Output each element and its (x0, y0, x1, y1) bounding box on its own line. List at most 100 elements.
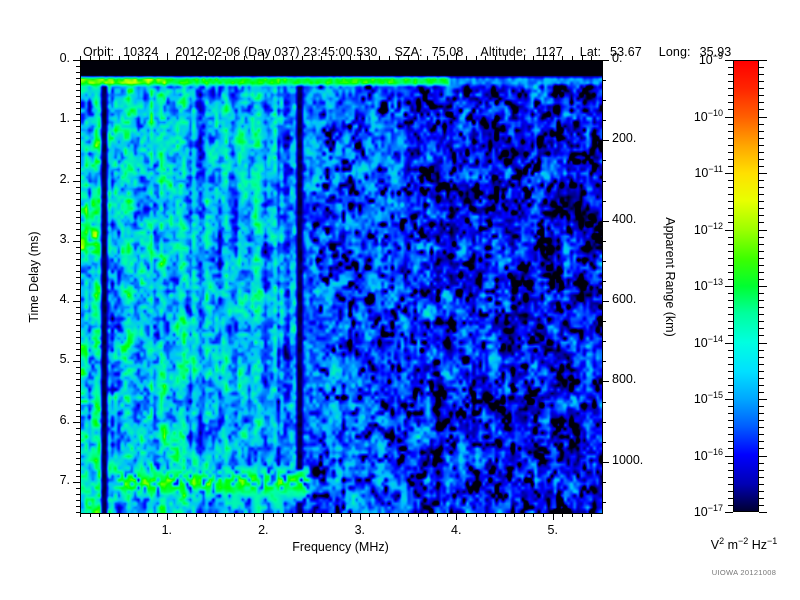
y-tick (76, 427, 80, 429)
colorbar-tick-right (759, 215, 764, 217)
y-tick (73, 60, 80, 61)
y-tick-label: 6. (59, 412, 70, 427)
y-tick (76, 126, 80, 128)
y-tick (76, 313, 80, 315)
colorbar-tick-left (728, 363, 733, 365)
y-tick (76, 385, 80, 387)
x-tick (572, 513, 574, 517)
y-tick (76, 457, 80, 459)
long-label: Long: (658, 45, 691, 59)
lat-value: 53.67 (610, 45, 642, 59)
x-tick-top (465, 56, 467, 60)
y-tick (76, 78, 80, 80)
y-tick (76, 108, 80, 110)
y-tick (76, 204, 80, 206)
x-tick (253, 513, 255, 517)
colorbar-tick-left (728, 434, 733, 436)
x-tick (388, 513, 390, 517)
x-tick-top (350, 56, 352, 60)
colorbar-tick-left (728, 406, 733, 408)
x-tick-top (108, 56, 110, 60)
colorbar-tick-left (728, 222, 733, 224)
colorbar-tick-right (759, 74, 764, 76)
colorbar-tick-left (728, 441, 733, 443)
y-tick (76, 228, 80, 230)
x-tick (176, 513, 178, 517)
colorbar-tick-left (725, 60, 733, 61)
x-tick-top (572, 56, 574, 60)
colorbar-tick-right (759, 307, 764, 309)
colorbar-gradient (733, 60, 759, 512)
colorbar-tick-right (759, 399, 767, 400)
x-tick (359, 513, 361, 520)
x-tick (514, 513, 516, 517)
y-tick (76, 156, 80, 158)
y2-tick (602, 280, 606, 282)
colorbar-tick-left (728, 271, 733, 273)
x-tick (427, 513, 429, 517)
x-tick (157, 513, 159, 517)
x-tick (350, 513, 352, 517)
colorbar-tick-right (759, 88, 764, 90)
x-tick-top (533, 56, 535, 60)
x-tick-top (379, 56, 381, 60)
y-tick (76, 72, 80, 74)
orbit-label: Orbit: (82, 45, 115, 59)
colorbar-tick-left (728, 307, 733, 309)
colorbar-tick-left (728, 109, 733, 111)
colorbar-tick-left (728, 257, 733, 259)
colorbar-tick-right (759, 363, 764, 365)
x-axis-title: Frequency (MHz) (292, 540, 389, 554)
x-tick (118, 513, 120, 517)
x-tick (543, 513, 545, 517)
colorbar-tick-right (759, 448, 764, 450)
colorbar-tick-left (728, 483, 733, 485)
y-tick (76, 234, 80, 236)
x-tick (340, 513, 342, 517)
y2-tick (602, 301, 609, 303)
x-tick (282, 513, 284, 517)
x-tick-top (157, 56, 159, 60)
colorbar-tick-right (759, 264, 764, 266)
y-tick (76, 451, 80, 453)
y-tick (76, 186, 80, 188)
spectrogram-plot-area (80, 60, 603, 514)
colorbar-tick-right (759, 427, 764, 429)
colorbar-tick-left (728, 187, 733, 189)
y-tick (76, 210, 80, 212)
y2-tick (602, 120, 606, 122)
x-tick-top (301, 56, 303, 60)
x-tick (321, 513, 323, 517)
x-tick (504, 513, 506, 517)
y2-tick (602, 341, 606, 343)
y-tick (73, 301, 80, 303)
colorbar-tick-left (728, 201, 733, 203)
colorbar-tick-left (728, 123, 733, 125)
credit-text: UIOWA 20121008 (711, 568, 777, 577)
y-tick (73, 421, 80, 423)
y-tick (76, 487, 80, 489)
y-tick (76, 433, 80, 435)
colorbar-tick-right (759, 490, 764, 492)
colorbar-tick-right (759, 314, 764, 316)
y2-tick (602, 501, 606, 503)
colorbar-tick-left (725, 455, 733, 457)
y-tick (73, 180, 80, 182)
x-tick-label: 5. (547, 523, 558, 537)
x-tick (562, 513, 564, 517)
x-tick-top (340, 56, 342, 60)
x-tick-top (147, 56, 149, 60)
colorbar-tick-left (728, 81, 733, 83)
x-tick (398, 513, 400, 517)
x-tick (186, 513, 188, 517)
colorbar-tick-left (728, 144, 733, 146)
colorbar-tick-right (759, 102, 764, 104)
y2-tick-label: 400. (612, 211, 637, 226)
colorbar-tick-left (725, 286, 733, 287)
observation-datetime: 2012-02-06 (Day 037) 23:45:00.530 (175, 45, 378, 59)
y-tick (73, 120, 80, 122)
x-tick (224, 513, 226, 517)
altitude-label: Altitude: (480, 45, 527, 59)
x-tick (263, 513, 265, 520)
y-tick (76, 349, 80, 351)
